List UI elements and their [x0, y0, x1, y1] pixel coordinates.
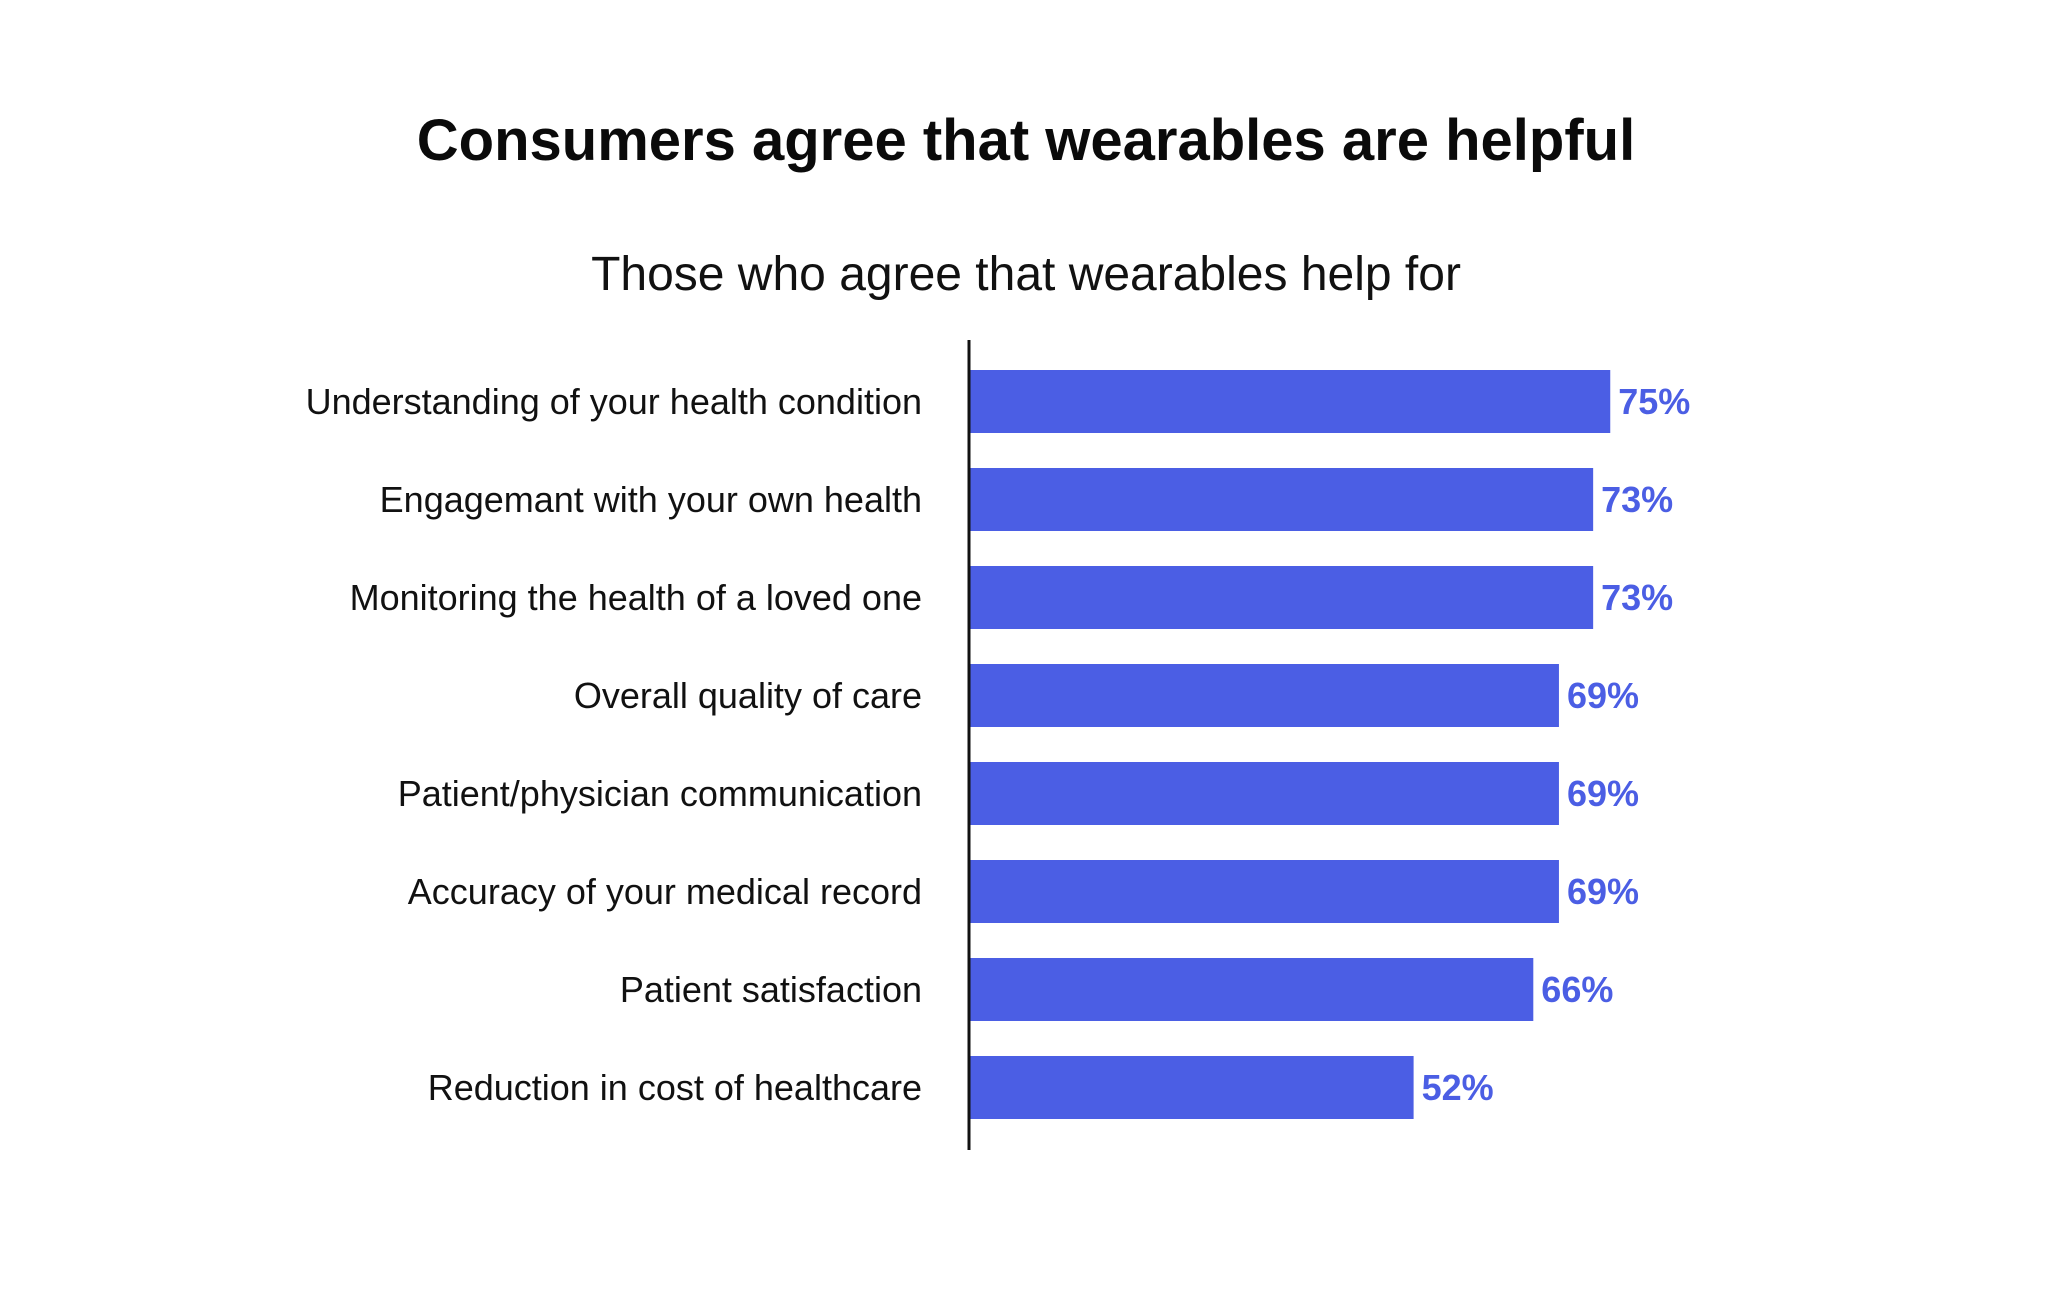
- bar-8: [969, 1056, 1414, 1119]
- category-label-3: Monitoring the health of a loved one: [350, 577, 922, 618]
- category-label-5: Patient/physician communication: [398, 773, 922, 814]
- value-label-6: 69%: [1567, 871, 1639, 912]
- category-labels-group: Understanding of your health condition En…: [306, 381, 922, 1108]
- bar-5: [969, 762, 1559, 825]
- category-label-4: Overall quality of care: [574, 675, 922, 716]
- value-label-5: 69%: [1567, 773, 1639, 814]
- value-label-7: 66%: [1541, 969, 1613, 1010]
- category-label-8: Reduction in cost of healthcare: [428, 1067, 922, 1108]
- bar-7: [969, 958, 1534, 1021]
- bar-3: [969, 566, 1594, 629]
- value-label-4: 69%: [1567, 675, 1639, 716]
- category-label-2: Engagemant with your own health: [380, 479, 922, 520]
- value-label-1: 75%: [1618, 381, 1690, 422]
- bar-1: [969, 370, 1611, 433]
- bar-2: [969, 468, 1594, 531]
- bars-group: [969, 370, 1611, 1119]
- category-label-6: Accuracy of your medical record: [408, 871, 922, 912]
- category-label-1: Understanding of your health condition: [306, 381, 922, 422]
- bar-6: [969, 860, 1559, 923]
- chart-title: Consumers agree that wearables are helpf…: [417, 108, 1635, 173]
- value-label-2: 73%: [1601, 479, 1673, 520]
- category-label-7: Patient satisfaction: [620, 969, 922, 1010]
- value-label-3: 73%: [1601, 577, 1673, 618]
- chart-subtitle: Those who agree that wearables help for: [591, 248, 1461, 301]
- value-label-8: 52%: [1422, 1067, 1494, 1108]
- bar-4: [969, 664, 1559, 727]
- value-labels-group: 75% 73% 73% 69% 69% 69% 66% 52%: [1422, 381, 1691, 1108]
